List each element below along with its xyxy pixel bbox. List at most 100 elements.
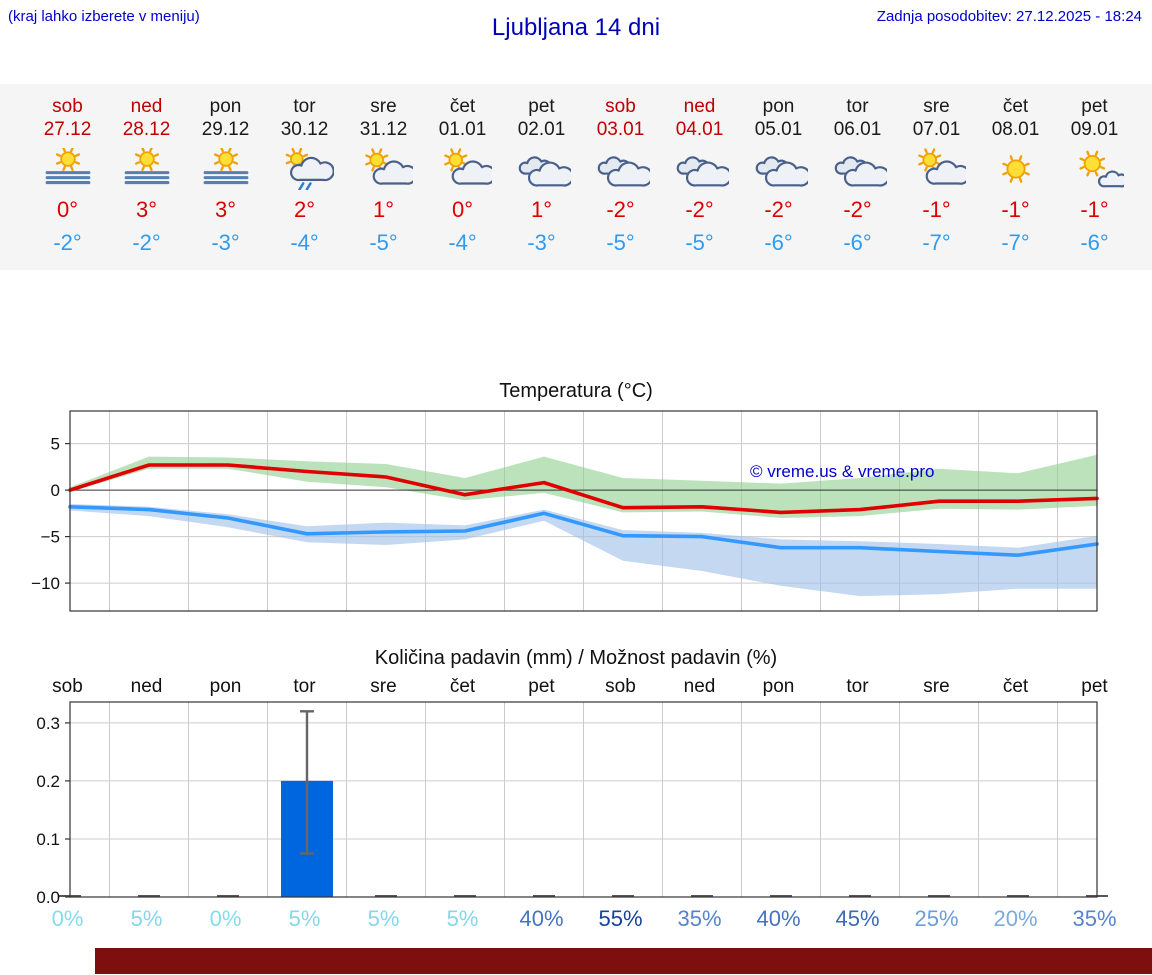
sun-small-cloud-icon [1078,150,1124,188]
temp-low: -6° [764,230,793,255]
precip-day-labels-row: sob ned pon tor sre čet pet sob ned pon tor sre čet p… [28,676,1134,698]
temp-low: -2° [132,230,161,255]
forecast-day[interactable]: sre 07.01 -1° -7° [897,96,976,256]
forecast-day[interactable]: pon 05.01 -2° -6° [739,96,818,256]
day-date: 04.01 [675,119,724,140]
precip-day-label: čet [1002,676,1029,697]
watermark-link[interactable]: © vreme.us & vreme.pro [750,462,934,481]
precip-day-label: čet [449,676,476,697]
last-update-timestamp: Zadnja posodobitev: 27.12.2025 - 18:24 [876,8,1142,25]
precip-zero-mark [691,895,713,897]
day-name: sob [605,96,636,117]
precip-day-label: sre [370,676,397,697]
day-name: ned [130,96,163,117]
temp-high: 2° [293,197,316,222]
precip-day-label: pet [528,676,555,697]
precip-zero-mark [928,895,950,897]
temp-high: 3° [214,197,237,222]
temp-ytick-label: 5 [51,435,60,454]
forecast-day[interactable]: čet 08.01 -1° -7° [976,96,1055,256]
precip-day-label: ned [130,676,163,697]
day-date: 29.12 [201,119,250,140]
forecast-strip: sob 27.12 0° -2° ned 28.12 3° -2° pon 29.12 3° -3° t… [0,84,1152,270]
precip-probability: 25% [914,906,959,931]
precip-probability: 40% [756,906,801,931]
temp-low: -4° [290,230,319,255]
forecast-day[interactable]: pet 02.01 1° -3° [502,96,581,256]
day-name: pon [209,96,242,117]
temp-low: -3° [527,230,556,255]
location-menu-hint: (kraj lahko izberete v meniju) [8,8,200,25]
day-name: sre [370,96,397,117]
cloudy-icon [676,156,729,187]
day-date: 09.01 [1070,119,1119,140]
day-date: 30.12 [280,119,329,140]
temp-low: -7° [922,230,951,255]
sun-fog-icon [203,148,248,185]
forecast-day[interactable]: ned 04.01 -2° -5° [660,96,739,256]
precip-zero-mark [1007,895,1029,897]
temperature-chart: 5 0 −5 −10 © vreme.us & vreme.pro [31,410,1099,612]
min-temp-line [68,505,1099,557]
temp-high: 0° [451,197,474,222]
min-range-band [70,504,1097,597]
temp-low: -5° [369,230,398,255]
precip-day-label: ned [683,676,716,697]
day-name: sre [923,96,950,117]
temp-low: -6° [843,230,872,255]
sun-cloud-icon [917,148,966,185]
temp-high: -1° [1080,197,1109,222]
temp-low: -4° [448,230,477,255]
day-date: 03.01 [596,119,645,140]
temp-low: -7° [1001,230,1030,255]
day-date: 02.01 [517,119,566,140]
precip-day-label: sre [923,676,950,697]
temp-low: -5° [606,230,635,255]
forecast-day[interactable]: ned 28.12 3° -2° [107,96,186,256]
temp-high: 1° [372,197,395,222]
forecast-day[interactable]: sre 31.12 1° -5° [344,96,423,256]
precip-zero-mark [612,895,634,897]
day-date: 31.12 [359,119,408,140]
day-name: čet [449,96,476,117]
temp-high: -2° [685,197,714,222]
forecast-day[interactable]: pet 09.01 -1° -6° [1055,96,1134,256]
day-name: sob [52,96,83,117]
day-name: ned [683,96,716,117]
temperature-chart-title: Temperatura (°C) [499,380,653,402]
forecast-day[interactable]: sob 03.01 -2° -5° [581,96,660,256]
temp-high: -1° [922,197,951,222]
day-name: pet [528,96,555,117]
day-date: 28.12 [122,119,171,140]
temp-high: 0° [56,197,79,222]
day-date: 05.01 [754,119,803,140]
forecast-day[interactable]: čet 01.01 0° -4° [423,96,502,256]
temp-ytick-label: −10 [31,574,60,593]
precip-probability: 35% [677,906,722,931]
precip-probability: 5% [288,906,321,931]
precip-probability: 35% [1072,906,1117,931]
day-name: pet [1081,96,1108,117]
day-name: tor [846,96,869,117]
precip-chart-title: Količina padavin (mm) / Možnost padavin … [374,647,778,669]
day-name: čet [1002,96,1029,117]
max-temp-line [68,463,1099,515]
cloudy-icon [518,156,571,187]
precip-zero-mark [533,895,555,897]
day-date: 27.12 [43,119,92,140]
forecast-day[interactable]: tor 30.12 2° -4° [265,96,344,256]
cloudy-icon [755,156,808,187]
forecast-day[interactable]: tor 06.01 -2° -6° [818,96,897,256]
day-name: tor [293,96,316,117]
footer-bar [95,948,1152,974]
forecast-day[interactable]: pon 29.12 3° -3° [186,96,265,256]
precip-probability: 0% [51,906,84,931]
precip-day-label: sob [52,676,83,697]
temp-high: -2° [764,197,793,222]
forecast-day[interactable]: sob 27.12 0° -2° [28,96,107,256]
precip-probability: 0% [209,906,242,931]
page-title: Ljubljana 14 dni [491,14,661,41]
precip-probability: 55% [598,906,643,931]
precip-probability-row: 0% 5% 0% 5% 5% 5% 40% 55% 35% 40% 45% 25% 20% 35% [28,906,1134,932]
temp-high: -2° [606,197,635,222]
